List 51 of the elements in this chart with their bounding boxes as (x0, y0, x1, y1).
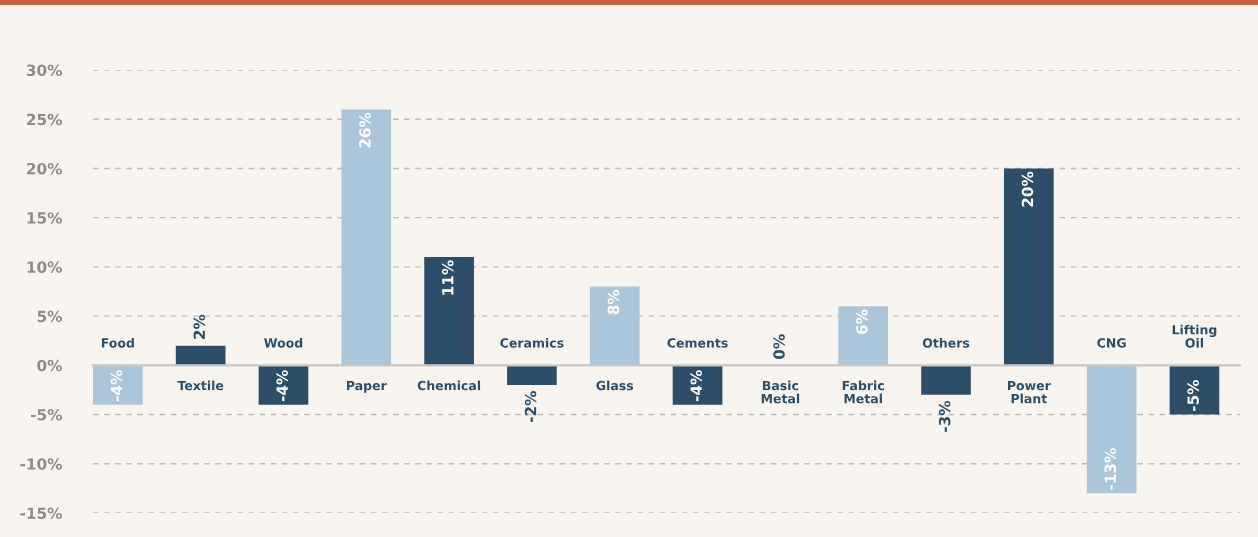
data-label: 2% (193, 314, 206, 339)
bar (921, 365, 971, 395)
x-tick-label: Chemical (417, 380, 481, 391)
y-tick-label: 15% (27, 212, 62, 224)
x-tick-label: Power Plant (1008, 381, 1051, 404)
y-tick-label: -5% (30, 409, 62, 421)
data-label: -4% (276, 370, 288, 402)
data-label: 11% (441, 260, 454, 295)
bar (507, 365, 557, 386)
x-tick-label: Lifting Oil (1172, 324, 1217, 348)
data-label: 0% (773, 334, 785, 360)
x-tick-label: Cements (667, 338, 728, 348)
data-label: -5% (1187, 379, 1199, 411)
bar (175, 345, 226, 366)
bar (341, 109, 392, 366)
bar (93, 365, 143, 405)
bar (1003, 168, 1054, 366)
data-label: -2% (524, 391, 537, 423)
bar (589, 286, 640, 366)
data-label: 6% (856, 309, 868, 335)
y-tick-label: 25% (27, 113, 62, 126)
x-tick-label: Food (101, 337, 134, 348)
data-label: -4% (690, 370, 702, 402)
y-tick-label: 30% (26, 64, 62, 77)
x-tick-label: Ceramics (500, 337, 564, 348)
bar (1169, 365, 1220, 415)
bar (672, 365, 723, 405)
data-label: 20% (1021, 171, 1034, 207)
y-tick-label: 10% (27, 261, 62, 273)
y-tick-label: -15% (20, 507, 62, 520)
bar (1086, 365, 1137, 494)
x-tick-label: Fabric Metal (842, 380, 884, 404)
x-tick-label: Textile (177, 380, 224, 391)
x-tick-label: Paper (347, 381, 387, 393)
y-tick-label: 5% (37, 310, 62, 323)
y-tick-label: 0% (37, 359, 62, 372)
data-label: -3% (938, 400, 951, 432)
data-label: -13% (1104, 448, 1117, 490)
x-tick-label: Wood (264, 337, 303, 348)
x-tick-label: Glass (596, 380, 634, 391)
data-label: 26% (359, 112, 371, 148)
data-label: 8% (607, 289, 620, 315)
bar (424, 257, 474, 366)
data-label: -4% (110, 370, 123, 402)
bar (258, 365, 309, 405)
y-tick-label: -10% (20, 458, 62, 470)
x-tick-label: Basic Metal (761, 380, 800, 404)
x-tick-label: CNG (1097, 338, 1126, 348)
x-tick-label: Others (922, 337, 970, 348)
y-tick-label: 20% (27, 162, 62, 175)
bar (838, 306, 889, 366)
